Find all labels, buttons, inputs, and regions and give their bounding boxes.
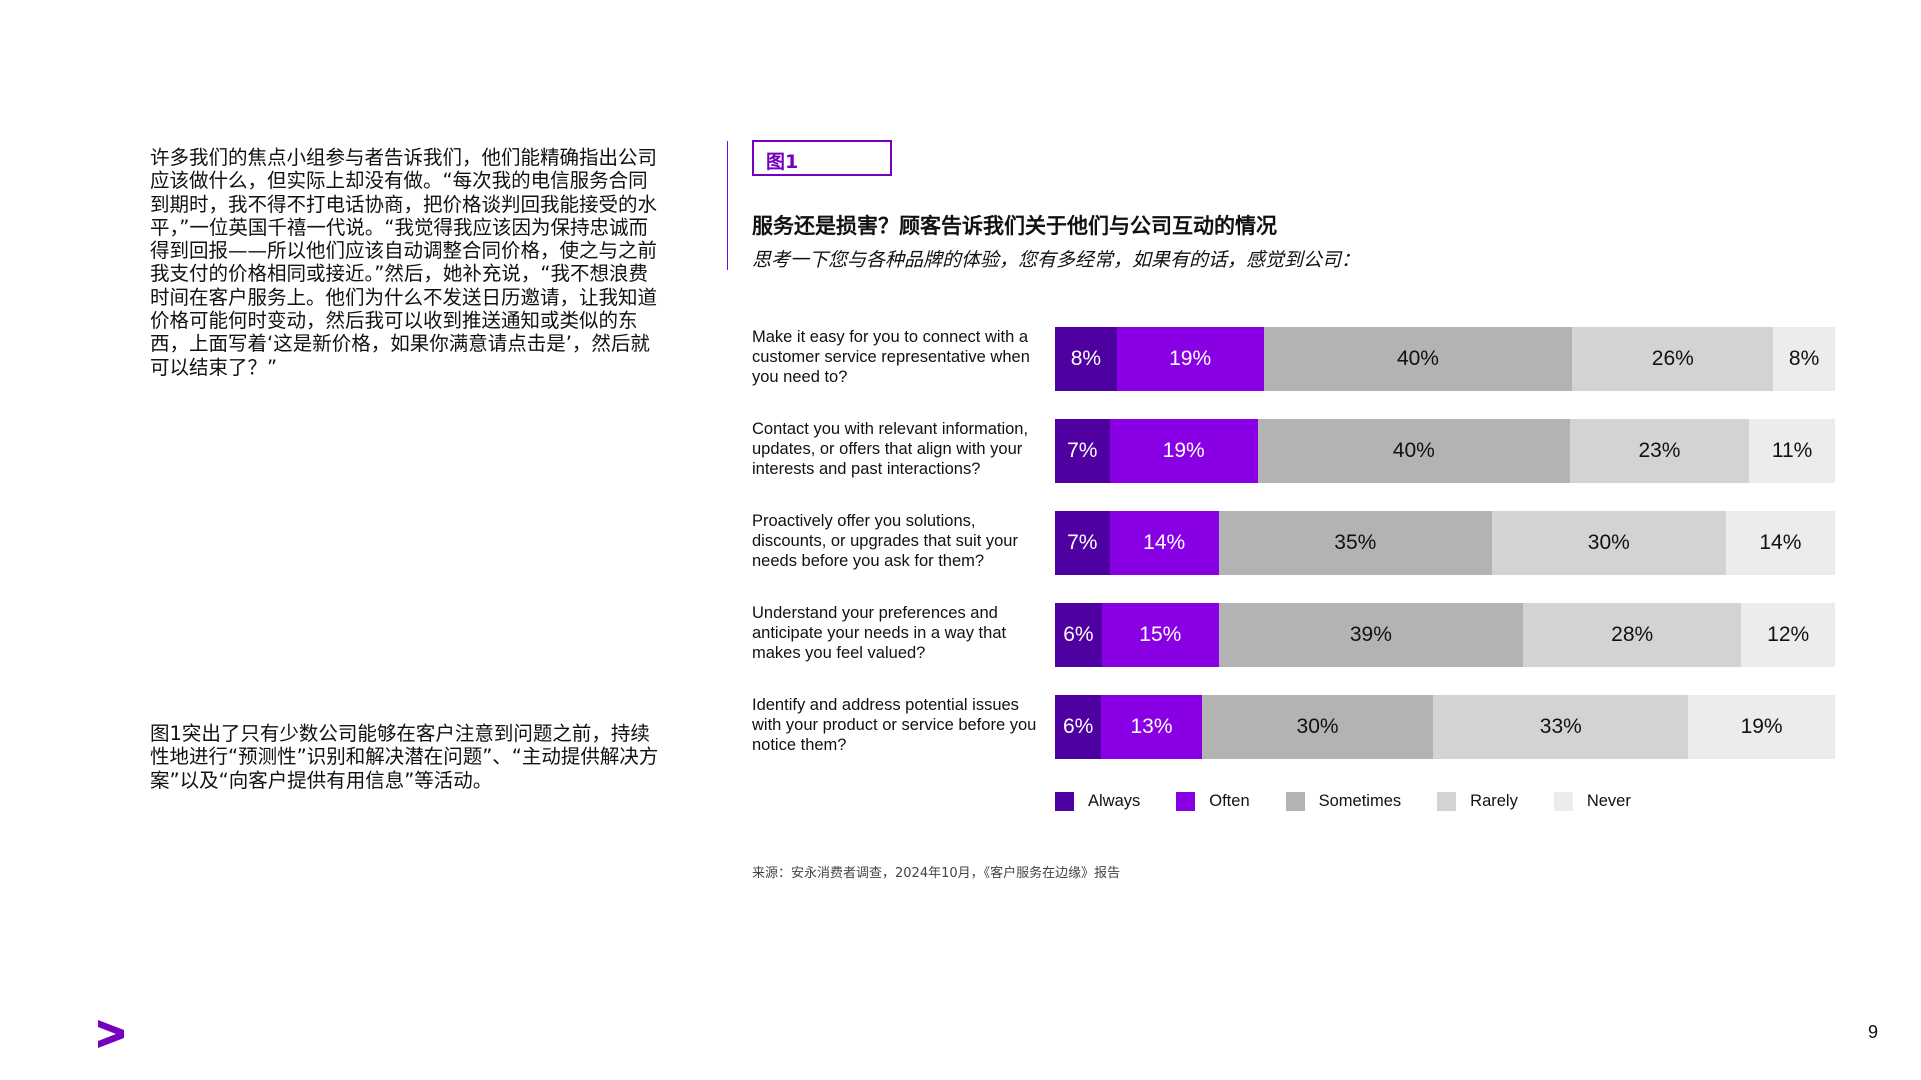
legend-swatch: [1176, 792, 1196, 811]
legend-item-never: Never: [1553, 792, 1631, 811]
bar-segment-never: 11%: [1749, 419, 1835, 483]
legend-swatch: [1553, 792, 1573, 811]
legend-label: Never: [1586, 792, 1631, 810]
bar-segment-often: 13%: [1101, 695, 1202, 759]
bar-segment-always: 6%: [1055, 603, 1102, 667]
legend-item-often: Often: [1176, 792, 1250, 811]
bar-segment-never: 8%: [1773, 327, 1835, 391]
chart-legend: Always Often Sometimes Rarely Never: [1055, 792, 1667, 811]
source-note: 来源：安永消费者调查，2024年10月，《客户服务在边缘》报告: [752, 866, 1121, 881]
figure-summary-paragraph: 图1突出了只有少数公司能够在客户注意到问题之前，持续性地进行“预测性”识别和解决…: [150, 722, 659, 792]
bar-segment-sometimes: 35%: [1218, 511, 1492, 575]
bar-segment-always: 8%: [1055, 327, 1117, 391]
legend-label: Often: [1209, 792, 1250, 810]
bar-row: 7% 14% 35% 30% 14%: [1055, 511, 1835, 575]
bar-segment-never: 12%: [1741, 603, 1835, 667]
bar-row: 8% 19% 40% 26% 8%: [1055, 327, 1835, 391]
legend-swatch: [1285, 792, 1305, 811]
legend-swatch: [1055, 792, 1074, 811]
bar-segment-always: 7%: [1055, 419, 1110, 483]
bar-segment-often: 19%: [1109, 419, 1258, 483]
bar-segment-sometimes: 30%: [1201, 695, 1434, 759]
question-label: Proactively offer you solutions, discoun…: [752, 512, 1018, 570]
legend-item-always: Always: [1055, 792, 1140, 811]
legend-label: Sometimes: [1318, 792, 1402, 810]
bar-segment-sometimes: 40%: [1257, 419, 1570, 483]
intro-paragraph: 许多我们的焦点小组参与者告诉我们，他们能精确指出公司应该做什么，但实际上却没有做…: [150, 146, 658, 379]
bar-row: 6% 13% 30% 33% 19%: [1055, 695, 1835, 759]
legend-item-sometimes: Sometimes: [1285, 792, 1402, 811]
question-label: Make it easy for you to connect with a c…: [752, 328, 1030, 386]
bar-segment-rarely: 28%: [1522, 603, 1742, 667]
bar-segment-never: 14%: [1725, 511, 1835, 575]
bar-segment-often: 14%: [1109, 511, 1219, 575]
legend-swatch: [1437, 792, 1457, 811]
bar-segment-rarely: 23%: [1569, 419, 1750, 483]
figure-label: 图1: [752, 140, 892, 176]
bar-segment-rarely: 26%: [1572, 327, 1774, 391]
bar-segment-always: 7%: [1055, 511, 1110, 575]
vertical-divider: [727, 141, 728, 270]
legend-item-rarely: Rarely: [1437, 792, 1518, 811]
chart-subtitle: 思考一下您与各种品牌的体验，您有多经常，如果有的话，感觉到公司：: [752, 249, 1361, 271]
brand-logo-icon: [98, 1020, 124, 1048]
chart-title: 服务还是损害？顾客告诉我们关于他们与公司互动的情况: [752, 214, 1277, 238]
question-label: Identify and address potential issues wi…: [752, 696, 1037, 754]
question-label: Contact you with relevant information, u…: [752, 420, 1029, 478]
legend-label: Rarely: [1470, 792, 1518, 810]
legend-label: Always: [1088, 792, 1141, 810]
bar-segment-sometimes: 39%: [1218, 603, 1523, 667]
bar-segment-never: 19%: [1688, 695, 1835, 759]
bar-segment-often: 15%: [1101, 603, 1219, 667]
bar-segment-rarely: 33%: [1433, 695, 1689, 759]
bar-segment-sometimes: 40%: [1263, 327, 1573, 391]
bar-row: 7% 19% 40% 23% 11%: [1055, 419, 1835, 483]
bar-segment-always: 6%: [1055, 695, 1102, 759]
bar-segment-rarely: 30%: [1491, 511, 1726, 575]
page-number: 9: [1868, 1022, 1879, 1042]
bar-segment-often: 19%: [1116, 327, 1264, 391]
question-label: Understand your preferences and anticipa…: [752, 604, 1007, 662]
bar-row: 6% 15% 39% 28% 12%: [1055, 603, 1835, 667]
